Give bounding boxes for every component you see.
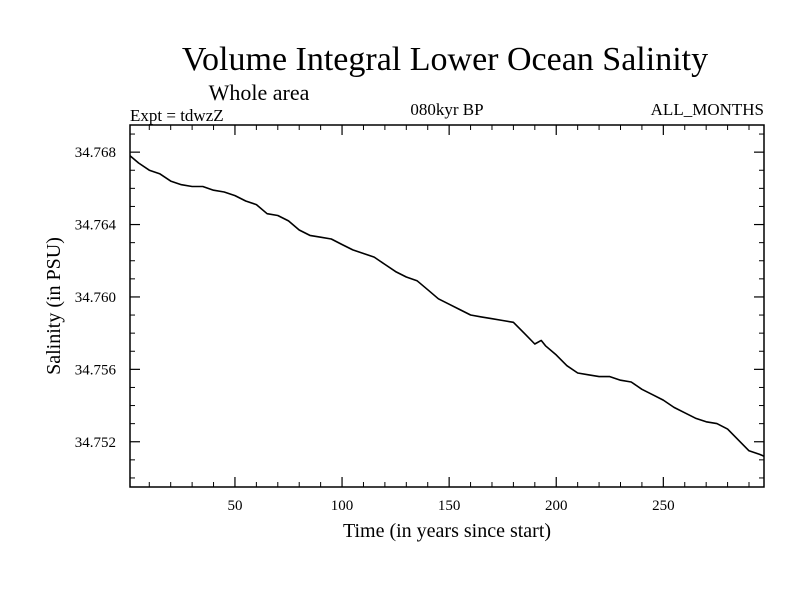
x-tick-label: 200 (545, 498, 568, 514)
x-tick-label: 100 (331, 498, 354, 514)
months-label: ALL_MONTHS (651, 100, 764, 119)
y-tick-label: 34.764 (75, 218, 117, 234)
chart-subtitle: Whole area (209, 80, 310, 105)
y-tick-label: 34.756 (75, 362, 117, 378)
x-axis-label: Time (in years since start) (343, 520, 551, 542)
period-label: 080kyr BP (410, 100, 483, 119)
chart-title: Volume Integral Lower Ocean Salinity (182, 41, 708, 78)
x-tick-label: 250 (652, 498, 675, 514)
x-tick-label: 150 (438, 498, 461, 514)
y-axis-label: Salinity (in PSU) (43, 237, 65, 375)
y-tick-label: 34.760 (75, 290, 116, 306)
x-tick-label: 50 (227, 498, 242, 514)
y-tick-label: 34.752 (75, 435, 116, 451)
experiment-label: Expt = tdwzZ (130, 106, 224, 125)
y-tick-label: 34.768 (75, 145, 116, 161)
plot-frame (129, 124, 765, 488)
x-axis-ticks: 50 100 150 200 250 (148, 125, 750, 514)
salinity-series-line (129, 155, 765, 457)
y-axis-ticks: 34.752 34.756 34.760 34.764 34.768 (75, 133, 764, 479)
